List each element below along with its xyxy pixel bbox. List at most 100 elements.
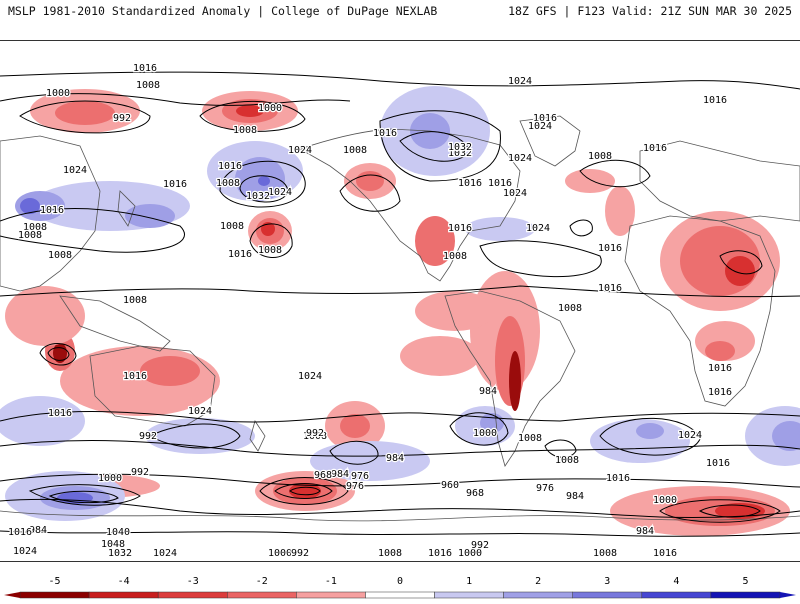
isobar-label: 1016	[448, 223, 472, 234]
isobar-label: 976	[346, 481, 364, 492]
anomaly-region	[5, 286, 85, 346]
isobar-label: 1000	[98, 473, 122, 484]
model-run-info: 18Z GFS | F123 Valid: 21Z SUN MAR 30 202…	[508, 4, 792, 18]
anomaly-region	[20, 198, 40, 214]
isobar	[0, 285, 800, 298]
colorbar-segment	[365, 591, 435, 599]
colorbar-segment	[296, 591, 366, 599]
anomaly-region	[125, 204, 175, 228]
isobar	[599, 417, 701, 456]
isobar-label: 1024	[288, 145, 312, 156]
isobar-label: 984	[29, 525, 47, 536]
colorbar-tick-label: 3	[604, 576, 610, 587]
isobar-label: 992	[131, 467, 149, 478]
anomaly-region	[140, 356, 200, 386]
isobar-label: 1016	[218, 161, 242, 172]
isobar-label: 1024	[526, 223, 550, 234]
isobar-label: 984	[386, 453, 404, 464]
isobar-label: 1008	[518, 433, 542, 444]
colorbar-tick-label: -3	[187, 576, 199, 587]
isobar-label: 1016	[373, 128, 397, 139]
isobar-label: 960	[441, 480, 459, 491]
isobar	[239, 175, 289, 203]
isobar	[0, 208, 185, 253]
isobar	[399, 131, 471, 162]
isobar	[0, 93, 351, 106]
isobar-label: 984	[636, 526, 654, 537]
coast-europe	[639, 140, 800, 222]
colorbar-tick-label: 4	[673, 576, 679, 587]
anomaly-region	[340, 414, 370, 438]
colorbar-segment	[227, 591, 297, 599]
isobar-label: 1008	[555, 455, 579, 466]
anomaly-region	[590, 419, 690, 463]
anomaly-region	[772, 421, 800, 451]
isobar-label: 1016	[8, 527, 32, 538]
isobar-label: 1032	[108, 548, 132, 559]
isobar-label: 1016	[123, 371, 147, 382]
isobar-label: 1016	[40, 205, 64, 216]
isobar-label: 1000	[473, 428, 497, 439]
colorbar-segment	[641, 591, 712, 599]
colorbar-segment	[572, 591, 643, 599]
anomaly-region	[509, 351, 521, 411]
isobar-contours	[0, 71, 800, 537]
coast-antarctica	[0, 510, 800, 522]
anomaly-region	[145, 418, 255, 454]
colorbar-segment	[434, 591, 504, 599]
anomaly-region	[565, 169, 615, 193]
isobar-label: 992	[291, 548, 309, 559]
anomaly-region	[261, 222, 275, 236]
isobar	[0, 473, 800, 488]
coast-new-zealand	[249, 420, 266, 452]
coast-asia	[0, 135, 101, 292]
isobar-label: 1016	[533, 113, 557, 124]
colorbar-segment	[503, 591, 573, 599]
coast-japan	[117, 190, 136, 227]
anomaly-region	[465, 217, 535, 241]
colorbar-tick-label: -5	[49, 576, 61, 587]
isobar	[28, 484, 141, 506]
isobar-label: 1032	[448, 142, 472, 153]
isobar-label: 1016	[428, 548, 452, 559]
isobar-label: 1008	[558, 303, 582, 314]
isobar	[0, 71, 800, 90]
isobar	[579, 159, 651, 188]
isobar-label: 992	[471, 540, 489, 551]
isobar	[199, 100, 306, 132]
colorbar-max-arrow	[780, 592, 796, 598]
colorbar-segment	[157, 591, 228, 599]
isobar-label: 1024	[508, 76, 532, 87]
isobar	[249, 223, 293, 258]
isobar-label: 1016	[708, 363, 732, 374]
isobar-labels: 1016 1008 1000 992 1008 1000 1016 1024 1024 1016 1…	[7, 62, 734, 561]
isobar-label: 1016	[708, 387, 732, 398]
isobar-label: 1024	[268, 187, 292, 198]
isobar-label: 968	[466, 488, 484, 499]
anomaly-region	[636, 423, 664, 439]
isobar-label: 1016	[228, 249, 252, 260]
isobar-label: 1008	[378, 548, 402, 559]
isobar-label: 1048	[101, 539, 125, 550]
isobar-label: 1008	[216, 178, 240, 189]
isobar-label: 1008	[136, 80, 160, 91]
colorbar: -5 -4 -3 -2 -1 0 1 2 3 4 5	[0, 570, 800, 600]
isobar-label: 1008	[18, 230, 42, 241]
isobar-label: 1024	[188, 406, 212, 417]
isobar-label: 1008	[48, 250, 72, 261]
isobar-label: 1008	[303, 431, 327, 442]
anomaly-region	[258, 176, 270, 186]
isobar-label: 1016	[458, 178, 482, 189]
isobar	[449, 412, 509, 446]
colorbar-tick-label: 2	[535, 576, 541, 587]
isobar	[329, 440, 379, 465]
isobar-label: 1008	[443, 251, 467, 262]
isobar	[569, 219, 593, 237]
isobar	[719, 250, 763, 275]
isobar-label: 1016	[48, 408, 72, 419]
isobar-label: 1032	[448, 148, 472, 159]
isobar	[698, 504, 761, 518]
isobar-label: 1016	[163, 179, 187, 190]
colorbar-segment	[19, 591, 90, 599]
anomaly-region	[415, 216, 455, 266]
